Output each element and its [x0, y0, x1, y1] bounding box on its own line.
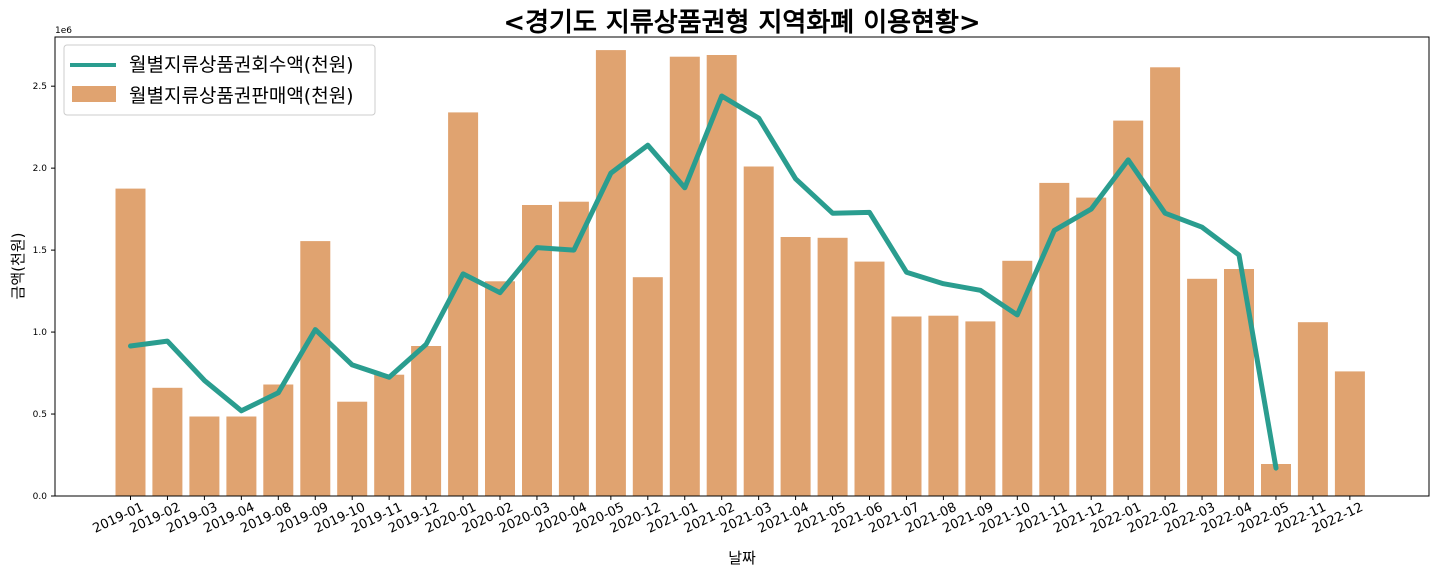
- bar-2022-02: [1150, 67, 1181, 497]
- bar-2021-05: [817, 237, 848, 497]
- bar-2020-01: [448, 112, 479, 497]
- chart-title: <경기도 지류상품권형 지역화폐 이용현황>: [503, 8, 980, 38]
- y-axis-label: 금액(천원): [9, 233, 27, 300]
- x-axis: 2019-012019-022019-032019-042019-082019-…: [91, 496, 1366, 537]
- bar-2021-10: [1002, 260, 1033, 496]
- legend-box: [63, 44, 376, 116]
- bar-2020-02: [485, 281, 515, 496]
- y-tick-label: 1.5: [33, 246, 47, 256]
- y-axis: 0.0 0.5 1.0 1.5 2.0 2.5: [33, 82, 55, 502]
- bar-2021-03: [743, 166, 774, 496]
- y-tick-label: 0.0: [33, 492, 48, 502]
- x-axis-label: 날짜: [728, 549, 756, 567]
- bar-2022-03: [1187, 278, 1218, 496]
- y-tick-label: 2.0: [33, 164, 48, 174]
- bar-2019-09: [300, 241, 331, 496]
- bar-2022-01: [1113, 120, 1144, 496]
- bar-2019-10: [337, 401, 368, 496]
- bar-2021-01: [669, 56, 700, 496]
- bar-2021-07: [891, 316, 922, 496]
- bar-2019-12: [411, 346, 442, 496]
- bar-2019-02: [152, 387, 183, 496]
- bar-2020-03: [522, 205, 552, 496]
- bar-2021-08: [928, 315, 959, 496]
- legend-bar-label: 월별지류상품권판매액(천원): [129, 85, 354, 107]
- bar-2022-11: [1297, 322, 1328, 496]
- legend-line-label: 월별지류상품권회수액(천원): [129, 54, 354, 76]
- bar-2022-12: [1334, 371, 1365, 496]
- bars-group: [115, 50, 1365, 497]
- bar-2021-09: [965, 321, 996, 496]
- y-tick-label: 2.5: [33, 82, 47, 92]
- y-tick-label: 1.0: [33, 328, 48, 338]
- bar-2021-12: [1076, 197, 1107, 496]
- bar-2020-05: [595, 50, 626, 496]
- line-group: [128, 93, 1279, 471]
- bar-2019-03: [189, 416, 220, 496]
- y-scale-label: 1e6: [55, 26, 72, 36]
- line-series-recovery: [128, 93, 1279, 471]
- legend: 월별지류상품권회수액(천원) 월별지류상품권판매액(천원): [63, 44, 376, 116]
- plot-frame: [54, 36, 1430, 497]
- bar-2021-06: [854, 261, 885, 496]
- bar-2019-04: [226, 416, 257, 496]
- legend-bar-swatch: [72, 86, 116, 102]
- bar-2021-04: [780, 237, 811, 496]
- y-tick-label: 0.5: [33, 410, 47, 420]
- bar-2021-02: [706, 55, 737, 496]
- bar-2020-12: [632, 277, 663, 496]
- bar-2019-08: [263, 384, 294, 496]
- bar-2019-11: [374, 374, 405, 496]
